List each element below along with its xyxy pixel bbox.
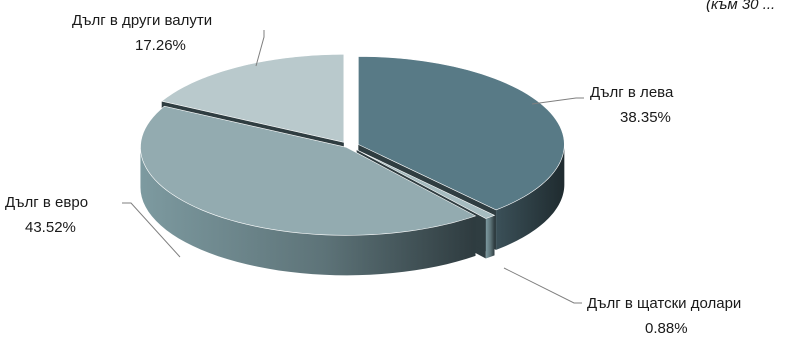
leader-line-other bbox=[255, 30, 265, 67]
slice-label-name-usd: Дълг в щатски долари bbox=[587, 295, 741, 312]
slice-label-name-euro: Дълг в евро bbox=[5, 194, 88, 211]
leader-line-leva bbox=[531, 97, 584, 105]
slice-side-euro bbox=[140, 147, 476, 276]
slice-label-name-other: Дълг в други валути bbox=[72, 12, 212, 29]
data-labels: Дълг в лева 38.35% Дълг в щатски долари … bbox=[5, 12, 741, 337]
leader-line-euro bbox=[122, 202, 181, 258]
slice-side-usd bbox=[485, 215, 495, 259]
slice-label-value-euro: 43.52% bbox=[25, 219, 76, 236]
slice-side-leva bbox=[496, 144, 565, 250]
slice-tops bbox=[140, 54, 565, 236]
leader-lines bbox=[122, 30, 584, 304]
slice-top-leva bbox=[358, 56, 565, 211]
slice-top-usd bbox=[356, 149, 496, 219]
leader-line-usd bbox=[503, 267, 582, 304]
slice-top-euro bbox=[140, 105, 477, 236]
slice-label-value-other: 17.26% bbox=[135, 37, 186, 54]
slice-label-name-leva: Дълг в лева bbox=[590, 84, 674, 101]
chart-subtitle: (към 30 ... bbox=[706, 0, 775, 13]
slice-top-other bbox=[161, 54, 345, 143]
slice-label-value-usd: 0.88% bbox=[645, 320, 688, 337]
slice-label-value-leva: 38.35% bbox=[620, 109, 671, 126]
